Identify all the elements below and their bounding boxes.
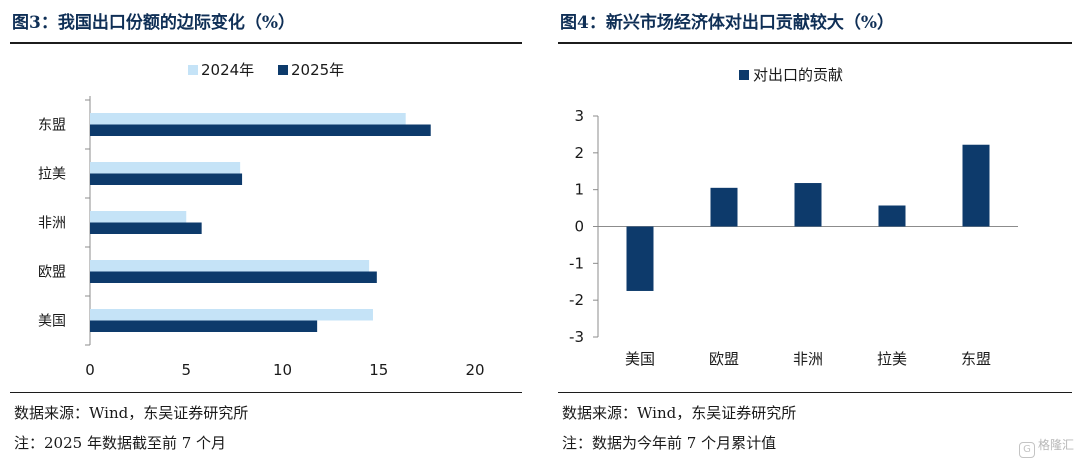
x-tick-label-5: 5: [181, 361, 191, 379]
y-tick-label-1: 1: [574, 181, 584, 199]
right-bar-chart: 对出口的贡献 3 2 1 0 -1 -2 -3 美国 欧盟 非洲 拉美 东盟: [569, 66, 1018, 368]
left-bottom-rule: [10, 392, 522, 393]
watermark: G 格隆汇: [1018, 436, 1074, 458]
bar-非洲: [794, 183, 822, 227]
legend-swatch-2025年: [278, 65, 288, 75]
bar-2025年-美国: [90, 320, 318, 332]
y-tick-label--2: -2: [569, 291, 584, 309]
category-label-拉美: 拉美: [877, 350, 907, 368]
category-label-美国: 美国: [38, 314, 66, 330]
watermark-logo-icon: G: [1018, 442, 1035, 458]
right-panel: 图4：新兴市场经济体对出口贡献较大（%） 对出口的贡献 3 2 1 0 -1 -2 -3 美国 欧…: [548, 0, 1080, 464]
category-label-非洲: 非洲: [793, 350, 823, 368]
bar-2025年-欧盟: [90, 271, 377, 283]
left-panel: 图3：我国出口份额的边际变化（%） 2024年 2025年东盟拉美非洲欧盟美国 0 5…: [0, 0, 530, 464]
category-label-欧盟: 欧盟: [38, 265, 66, 281]
right-source-note: 数据来源：Wind，东吴证券研究所: [562, 404, 797, 422]
left-figure-title: 图3：我国出口份额的边际变化（%）: [12, 13, 295, 33]
right-top-rule: [558, 42, 1072, 44]
category-label-东盟: 东盟: [961, 350, 991, 368]
bar-欧盟: [710, 187, 738, 227]
x-tick-label-0: 0: [85, 361, 95, 379]
right-footnote: 注：数据为今年前 7 个月累计值: [562, 434, 777, 452]
bar-美国: [626, 226, 654, 291]
y-tick-label-3: 3: [574, 107, 584, 125]
bar-2024年-东盟: [90, 113, 406, 125]
y-tick-label--3: -3: [569, 328, 584, 346]
x-tick-label-20: 20: [465, 361, 484, 379]
bar-东盟: [962, 144, 990, 227]
bar-2024年-拉美: [90, 162, 241, 174]
y-tick-label-0: 0: [574, 218, 584, 236]
legend-label-2024年: 2024年: [201, 61, 254, 79]
legend-label-contribution: 对出口的贡献: [753, 66, 843, 84]
bar-2024年-美国: [90, 309, 373, 321]
y-tick-label--1: -1: [569, 254, 584, 272]
bar-2024年-非洲: [90, 211, 187, 223]
legend-label-2025年: 2025年: [291, 61, 344, 79]
y-tick-label-2: 2: [574, 144, 584, 162]
left-footnote: 注：2025 年数据截至前 7 个月: [14, 434, 227, 452]
left-source-note: 数据来源：Wind，东吴证券研究所: [14, 404, 249, 422]
x-tick-label-10: 10: [273, 361, 292, 379]
bar-2024年-欧盟: [90, 260, 370, 272]
category-label-非洲: 非洲: [38, 216, 66, 232]
legend-swatch-2024年: [188, 65, 198, 75]
category-label-美国: 美国: [625, 350, 655, 368]
watermark-text: 格隆汇: [1037, 438, 1074, 452]
bar-2025年-拉美: [90, 173, 243, 185]
bar-拉美: [878, 205, 906, 227]
x-tick-label-15: 15: [369, 361, 388, 379]
left-top-rule: [10, 42, 522, 44]
category-label-东盟: 东盟: [38, 118, 66, 134]
category-label-拉美: 拉美: [38, 167, 66, 183]
legend-swatch-contribution: [739, 70, 749, 80]
right-bottom-rule: [558, 392, 1072, 393]
bar-2025年-非洲: [90, 222, 202, 234]
category-label-欧盟: 欧盟: [709, 350, 739, 368]
bar-2025年-东盟: [90, 124, 431, 136]
right-figure-title: 图4：新兴市场经济体对出口贡献较大（%）: [560, 13, 894, 33]
